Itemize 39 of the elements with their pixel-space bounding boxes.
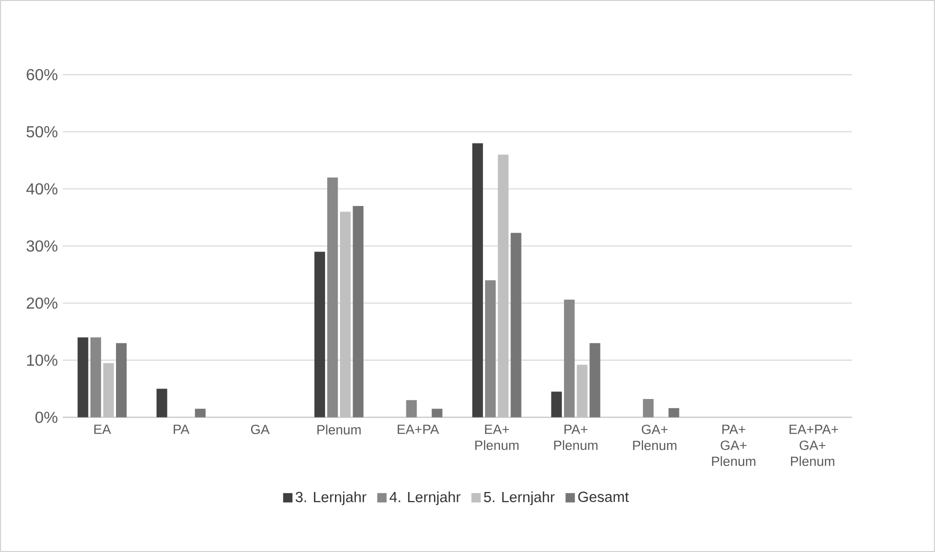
bar [472, 143, 483, 418]
x-tick-label: EA+PA+ GA+ Plenum [790, 424, 838, 466]
legend-label: 4. Lernjahr [390, 491, 460, 506]
legend-label: 5. Lernjahr [484, 491, 555, 506]
bar [642, 399, 654, 418]
x-tick-label: PA+ GA+ Plenum [712, 424, 756, 466]
x-tick-label: EA+PA [398, 424, 440, 434]
y-tick-label: 30% [26, 240, 58, 252]
bar [485, 280, 496, 418]
x-tick-label: PA [174, 424, 190, 434]
x-tick-label: Plenum [317, 424, 361, 434]
bar [406, 400, 417, 418]
bar [432, 408, 442, 418]
y-tick-label: 20% [26, 297, 58, 309]
legend-label: 3. Lernjahr [296, 491, 366, 506]
x-tick-label: GA+ Plenum [633, 424, 676, 450]
y-tick-label: 10% [27, 354, 58, 366]
x-tick-label: GA [251, 424, 270, 434]
x-tick-label: EA [94, 424, 112, 434]
bar [590, 343, 600, 418]
bar [90, 337, 102, 418]
y-tick-label: 60% [26, 69, 58, 80]
bar [510, 232, 522, 418]
bar [116, 343, 127, 418]
bar [352, 206, 364, 418]
x-tick-label: PA+ Plenum [554, 424, 598, 450]
y-tick-label: 40% [26, 183, 58, 195]
bar [194, 408, 206, 418]
bar [551, 392, 562, 418]
bar [564, 300, 575, 418]
bar [668, 408, 680, 418]
y-tick-label: 0% [35, 412, 58, 423]
bar [78, 337, 88, 418]
x-tick-label: EA+ Plenum [475, 424, 519, 450]
y-tick-label: 50% [26, 126, 58, 138]
legend-label: Gesamt [578, 492, 629, 502]
bar [327, 177, 338, 418]
bar [314, 252, 326, 418]
bar [156, 388, 168, 418]
